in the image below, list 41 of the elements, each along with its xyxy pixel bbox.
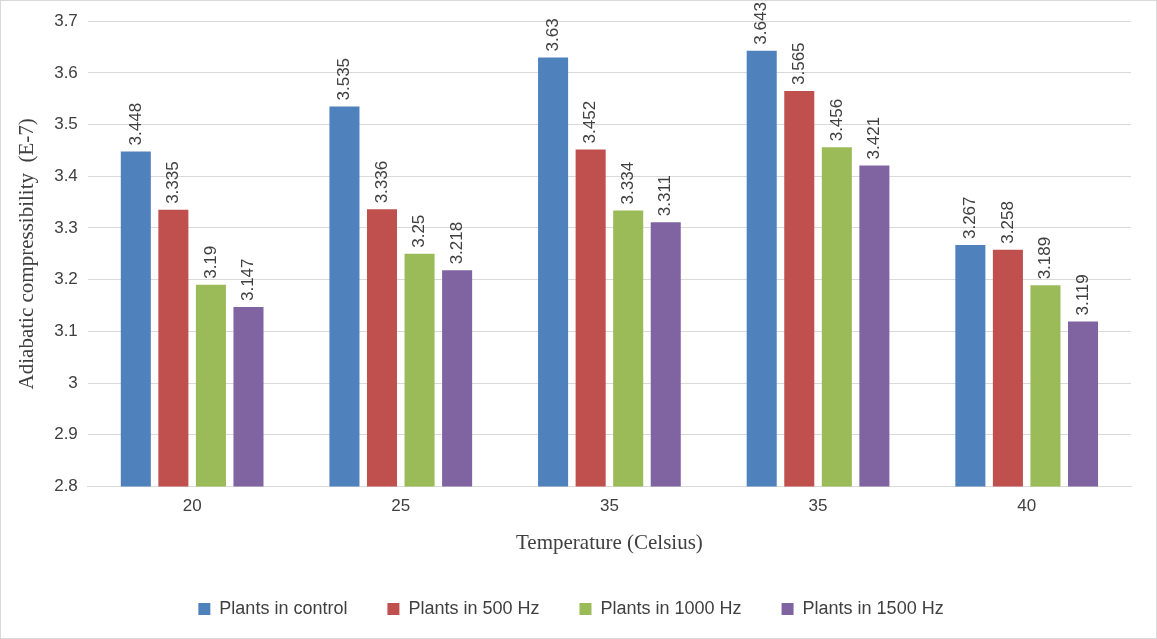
y-tick-label: 3.3	[54, 217, 78, 237]
data-label: 3.336	[371, 160, 391, 204]
data-label: 3.335	[163, 161, 183, 204]
y-tick-label: 3.5	[54, 114, 78, 134]
y-axis-title: Adiabatic compressibility (E-7)	[14, 118, 39, 390]
x-tick-label: 20	[182, 496, 202, 516]
legend-label: Plants in 1500 Hz	[802, 597, 944, 618]
data-label: 3.334	[617, 161, 637, 205]
data-label: 3.421	[864, 116, 884, 160]
data-label: 3.189	[1035, 236, 1055, 280]
x-tick-label: 35	[599, 496, 619, 516]
data-label: 3.218	[446, 221, 466, 265]
data-label: 3.25	[409, 214, 429, 248]
data-label: 3.258	[997, 201, 1017, 244]
data-label: 3.535	[334, 57, 354, 101]
data-label: 3.311	[655, 174, 675, 217]
y-tick-label: 3.6	[54, 62, 78, 82]
y-tick-label: 3.7	[54, 10, 78, 30]
x-tick-label: 25	[391, 496, 411, 516]
legend-label: Plants in 500 Hz	[408, 597, 540, 618]
data-label: 3.452	[580, 100, 600, 144]
data-label: 3.147	[238, 258, 258, 302]
y-tick-label: 2.8	[54, 476, 78, 496]
data-label: 3.119	[1072, 274, 1092, 316]
x-tick-label: 40	[1017, 496, 1037, 516]
data-label: 3.448	[125, 102, 145, 146]
legend-label: Plants in control	[219, 597, 348, 618]
data-label: 3.63	[542, 18, 562, 52]
data-label: 3.643	[751, 2, 771, 45]
data-label: 3.565	[788, 42, 808, 85]
data-label: 3.267	[960, 196, 980, 240]
y-tick-label: 3.4	[54, 165, 78, 185]
y-tick-label: 3.1	[54, 321, 78, 341]
x-axis-title: Temperature (Celsius)	[515, 529, 703, 554]
x-tick-label: 35	[808, 496, 828, 516]
legend-label: Plants in 1000 Hz	[600, 597, 742, 618]
data-label: 3.456	[826, 98, 846, 142]
y-tick-label: 3	[68, 372, 78, 392]
y-tick-label: 3.2	[54, 269, 78, 289]
data-label: 3.19	[200, 245, 220, 279]
y-tick-label: 2.9	[54, 424, 78, 444]
